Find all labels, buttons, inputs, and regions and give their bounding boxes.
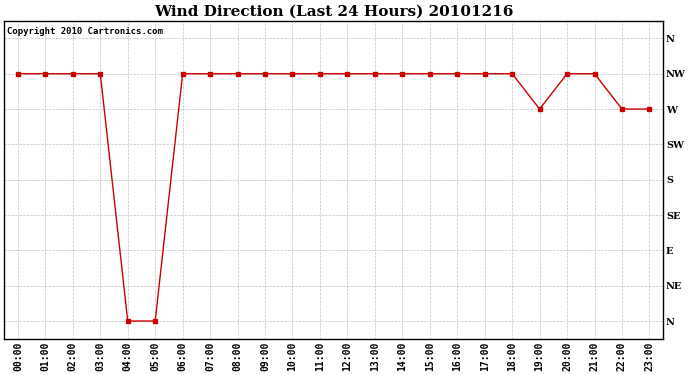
Text: Copyright 2010 Cartronics.com: Copyright 2010 Cartronics.com: [8, 27, 164, 36]
Title: Wind Direction (Last 24 Hours) 20101216: Wind Direction (Last 24 Hours) 20101216: [154, 4, 513, 18]
